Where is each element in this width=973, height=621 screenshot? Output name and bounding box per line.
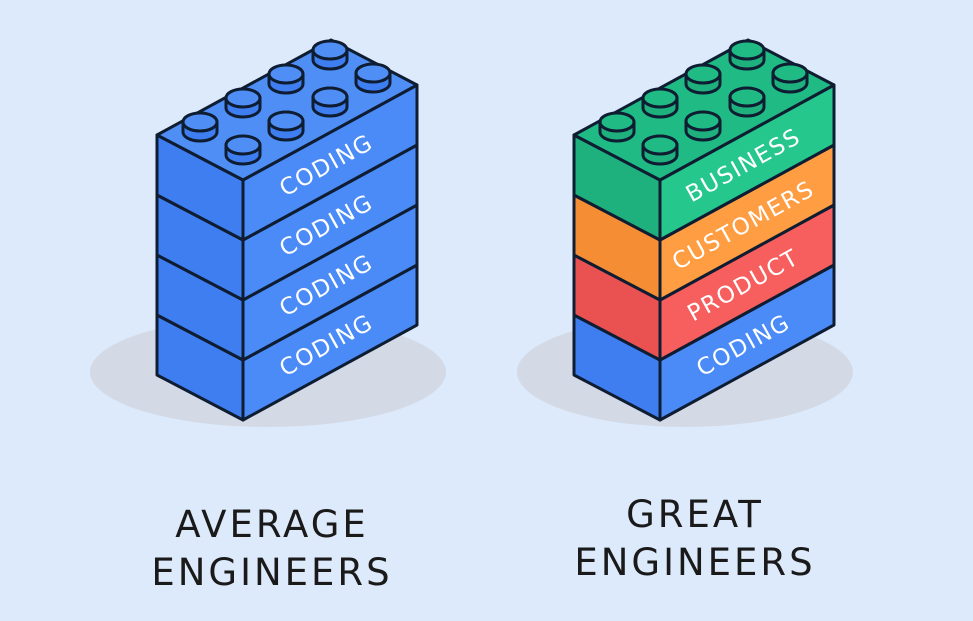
- stud: [267, 63, 305, 95]
- stud: [311, 39, 349, 71]
- stud: [728, 39, 766, 71]
- stud: [728, 86, 766, 118]
- stud: [224, 87, 262, 119]
- stud: [598, 111, 636, 143]
- brick-studs: [181, 39, 392, 166]
- brick-3: CODING: [155, 143, 419, 302]
- stack-great: CODING PRODUCT CUSTOMERS BUSINESS: [517, 38, 853, 584]
- stud: [641, 134, 679, 166]
- stud: [684, 63, 722, 95]
- stud: [771, 62, 809, 94]
- stack-caption-line1: AVERAGE: [175, 503, 369, 546]
- stack-average: CODING CODING CODING CODING: [90, 38, 446, 594]
- stud: [641, 87, 679, 119]
- brick-studs: [598, 39, 809, 166]
- stud: [354, 62, 392, 94]
- stack-caption-line2: ENGINEERS: [151, 551, 392, 594]
- stud: [311, 86, 349, 118]
- stack-caption-line2: ENGINEERS: [574, 541, 815, 584]
- stud: [181, 111, 219, 143]
- stack-caption-line1: GREAT: [626, 493, 764, 536]
- stud: [267, 110, 305, 142]
- stud: [224, 134, 262, 166]
- stud: [684, 110, 722, 142]
